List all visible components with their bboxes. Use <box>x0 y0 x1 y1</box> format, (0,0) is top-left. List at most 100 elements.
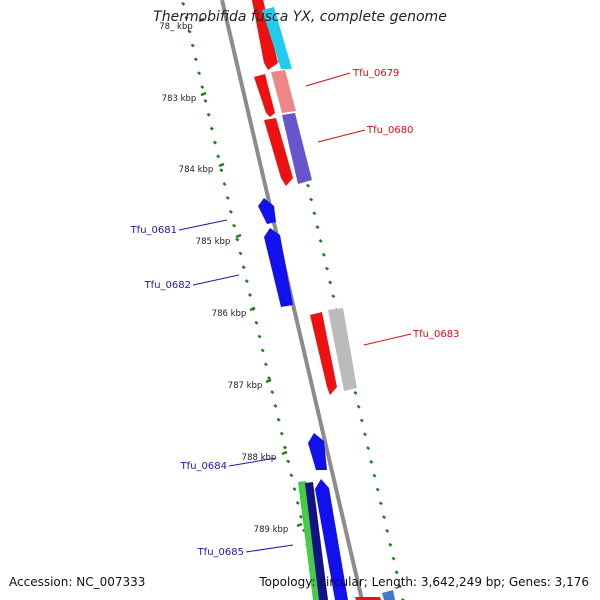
leader-line <box>178 219 228 231</box>
leader-line <box>317 129 366 143</box>
track-dot <box>362 432 368 437</box>
tick-mark <box>198 17 205 23</box>
leader-line <box>228 457 277 467</box>
track-dot <box>193 57 198 62</box>
track-dot <box>209 126 214 131</box>
track-dot <box>397 584 402 589</box>
track-dot <box>197 71 202 76</box>
tick-mark <box>249 306 256 312</box>
track-dot <box>286 459 291 464</box>
track-dot <box>254 320 259 325</box>
gene-feature <box>315 479 348 600</box>
track-dot <box>289 473 294 478</box>
track-dot <box>263 362 268 367</box>
track-dot <box>331 294 336 299</box>
track-dot <box>228 209 233 214</box>
track-dot <box>388 542 393 547</box>
gene-feature <box>264 118 293 186</box>
gene-feature <box>282 113 312 184</box>
tick-mark <box>281 450 288 456</box>
track-dot <box>247 293 253 297</box>
gene-label-leaders <box>178 72 412 553</box>
gene-feature <box>355 597 381 600</box>
gene-label-tfu-0680: Tfu_0680 <box>366 125 413 136</box>
tick-marks <box>198 17 303 528</box>
track-dot <box>232 223 237 228</box>
track-dot <box>366 446 371 451</box>
track-dot <box>400 598 405 600</box>
gene-label-tfu-0681: Tfu_0681 <box>130 225 177 236</box>
track-dot <box>381 515 387 520</box>
track-dot <box>225 195 230 200</box>
genome-title: Thermobifida fusca YX, complete genome <box>153 9 447 25</box>
track-dot <box>356 404 361 409</box>
gene-feature <box>310 312 337 395</box>
accession-text: Accession: NC_007333 <box>9 575 146 589</box>
gene-label-tfu-0684: Tfu_0684 <box>180 461 227 472</box>
track-dot <box>235 237 240 242</box>
forward-strand-features <box>251 0 357 395</box>
track-dot <box>391 556 396 561</box>
genome-summary-text: Topology: circular; Length: 3,642,249 bp… <box>259 575 589 589</box>
track-dot <box>394 570 399 575</box>
track-dot <box>273 403 278 408</box>
track-dot <box>216 154 221 159</box>
track-dot <box>282 445 288 450</box>
track-dot <box>241 265 246 270</box>
tick-mark <box>296 522 303 528</box>
tick-label: 787 kbp <box>228 381 263 391</box>
leader-line <box>192 274 240 286</box>
gene-feature <box>251 0 278 70</box>
track-dot <box>315 225 320 230</box>
track-dot <box>219 168 224 173</box>
track-dot <box>257 334 262 339</box>
gene-label-tfu-0685: Tfu_0685 <box>197 547 244 558</box>
track-dot <box>184 15 189 20</box>
gene-feature <box>382 590 395 600</box>
track-dot <box>270 390 275 395</box>
track-dot <box>309 197 314 202</box>
track-dot <box>187 29 192 34</box>
tick-mark <box>218 162 225 168</box>
track-dot <box>238 251 243 256</box>
track-dot <box>190 43 195 48</box>
gene-feature <box>254 74 275 117</box>
track-dot <box>206 112 211 117</box>
track-dot <box>295 500 300 505</box>
tick-label: 789 kbp <box>254 525 289 535</box>
gene-labels: Tfu_0679 Tfu_0680 Tfu_0681 Tfu_0682 Tfu_… <box>130 68 460 558</box>
track-dot <box>372 473 377 478</box>
track-dot <box>244 279 249 284</box>
track-dot <box>298 514 303 519</box>
track-dot <box>318 238 323 243</box>
track-dot <box>359 418 364 423</box>
track-dot <box>328 280 333 285</box>
track-dot <box>369 459 374 464</box>
leader-line <box>245 544 294 553</box>
track-dot <box>292 487 297 492</box>
track-dot <box>305 183 311 188</box>
tick-label: 788 kbp <box>242 453 277 463</box>
gene-feature <box>258 198 276 224</box>
track-dot <box>312 211 317 216</box>
tick-label: 786 kbp <box>212 309 247 319</box>
track-dot <box>321 252 326 257</box>
tick-label: 783 kbp <box>162 94 197 104</box>
track-dot <box>385 528 390 533</box>
gene-feature <box>328 308 357 391</box>
tick-mark <box>235 233 242 239</box>
gene-feature <box>262 7 292 69</box>
track-dot <box>212 140 218 145</box>
track-dot <box>279 431 284 436</box>
tick-mark <box>200 91 207 97</box>
track-dot <box>200 85 205 90</box>
track-dot <box>378 501 383 506</box>
track-dot <box>260 348 265 353</box>
gene-feature <box>271 70 296 113</box>
tick-label: 784 kbp <box>179 165 214 175</box>
track-dot <box>276 417 281 422</box>
reverse-strand-features <box>258 198 395 600</box>
gene-label-tfu-0682: Tfu_0682 <box>144 280 191 291</box>
leader-line <box>363 333 412 346</box>
